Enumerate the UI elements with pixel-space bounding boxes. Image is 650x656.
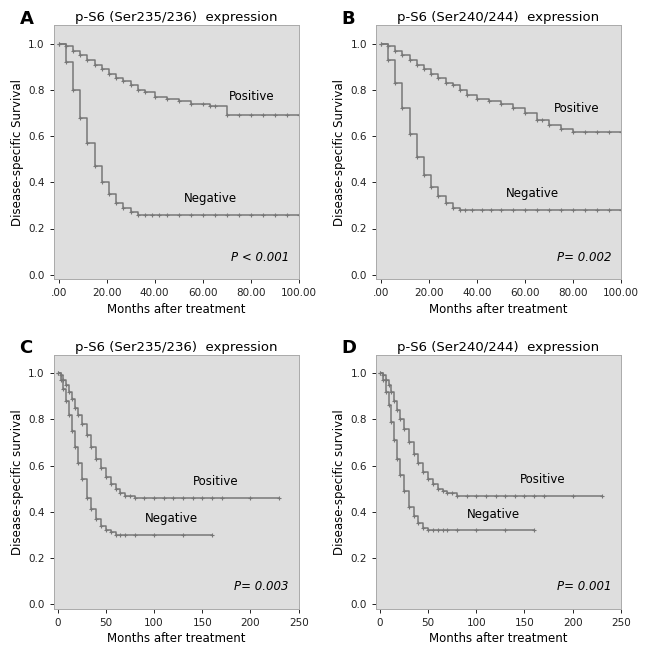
Text: P < 0.001: P < 0.001 bbox=[231, 251, 289, 264]
Text: Negative: Negative bbox=[144, 512, 198, 525]
Title: p-S6 (Ser235/236)  expression: p-S6 (Ser235/236) expression bbox=[75, 340, 278, 354]
Text: P= 0.001: P= 0.001 bbox=[556, 581, 611, 594]
X-axis label: Months after treatment: Months after treatment bbox=[107, 632, 246, 645]
Text: Positive: Positive bbox=[229, 91, 275, 104]
Title: p-S6 (Ser235/236)  expression: p-S6 (Ser235/236) expression bbox=[75, 11, 278, 24]
X-axis label: Months after treatment: Months after treatment bbox=[429, 302, 567, 316]
Y-axis label: Disease-specific survival: Disease-specific survival bbox=[11, 409, 24, 554]
Title: p-S6 (Ser240/244)  expression: p-S6 (Ser240/244) expression bbox=[397, 11, 599, 24]
X-axis label: Months after treatment: Months after treatment bbox=[429, 632, 567, 645]
Y-axis label: Disease-specific Survival: Disease-specific Survival bbox=[11, 79, 24, 226]
Text: P= 0.002: P= 0.002 bbox=[556, 251, 611, 264]
Text: D: D bbox=[342, 339, 357, 358]
Text: C: C bbox=[20, 339, 32, 358]
Y-axis label: Disease-specific survival: Disease-specific survival bbox=[333, 409, 346, 554]
Text: Negative: Negative bbox=[183, 192, 237, 205]
Text: P= 0.003: P= 0.003 bbox=[235, 581, 289, 594]
Text: B: B bbox=[342, 10, 356, 28]
Text: Positive: Positive bbox=[192, 475, 239, 488]
Text: Negative: Negative bbox=[467, 508, 520, 520]
Text: A: A bbox=[20, 10, 33, 28]
Title: p-S6 (Ser240/244)  expression: p-S6 (Ser240/244) expression bbox=[397, 340, 599, 354]
Text: Positive: Positive bbox=[519, 473, 566, 486]
Text: Negative: Negative bbox=[506, 188, 559, 200]
Y-axis label: Disease-specific Survival: Disease-specific Survival bbox=[333, 79, 346, 226]
X-axis label: Months after treatment: Months after treatment bbox=[107, 302, 246, 316]
Text: Positive: Positive bbox=[554, 102, 599, 115]
